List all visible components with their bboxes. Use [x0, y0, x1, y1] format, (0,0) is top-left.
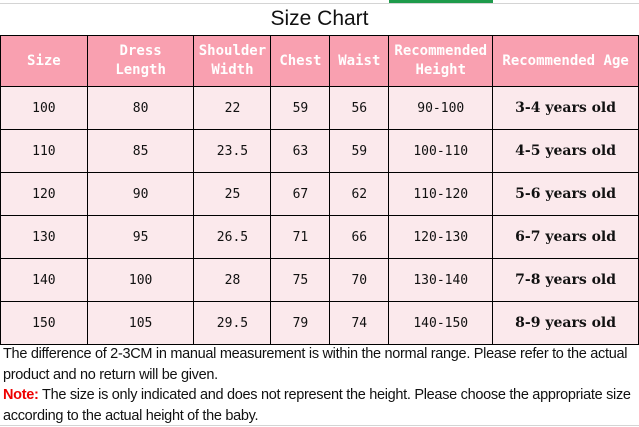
table-cell: 105: [86, 301, 195, 345]
table-cell: 150: [0, 301, 88, 345]
table-cell: 100: [86, 258, 195, 302]
table-cell: 70: [329, 258, 390, 302]
table-cell: 130: [0, 215, 88, 259]
table-cell: 8-9 years old: [492, 301, 639, 345]
column-header-text: Waist: [338, 52, 381, 69]
table-cell: 130-140: [388, 258, 494, 302]
table-cell: 5-6 years old: [492, 172, 639, 216]
table-cell: 71: [270, 215, 331, 259]
table-cell: 74: [329, 301, 390, 345]
table-cell: 100-110: [388, 129, 494, 173]
table-cell: 26.5: [193, 215, 272, 259]
column-header: Shoulder Width: [193, 35, 272, 87]
measurement-disclaimer: The difference of 2-3CM in manual measur…: [3, 346, 628, 383]
column-header-text: Chest: [279, 52, 322, 69]
table-row: 140 100 28 75 70 130-140 7-8 years old: [0, 258, 639, 302]
table-cell: 75: [270, 258, 331, 302]
table-cell: 29.5: [193, 301, 272, 345]
table-cell: 3-4 years old: [492, 86, 639, 130]
table-cell: 6-7 years old: [492, 215, 639, 259]
table-row: 100 80 22 59 56 90-100 3-4 years old: [0, 86, 639, 130]
table-cell: 110-120: [388, 172, 494, 216]
table-cell: 140-150: [388, 301, 494, 345]
note-label: Note:: [3, 387, 39, 403]
column-header-text: Length: [115, 62, 166, 78]
table-cell: 79: [270, 301, 331, 345]
table-cell: 7-8 years old: [492, 258, 639, 302]
table-cell: 110: [0, 129, 88, 173]
table-cell: 4-5 years old: [492, 129, 639, 173]
column-header: Size: [0, 35, 88, 87]
column-header: Waist: [329, 35, 390, 87]
column-header-text: Height: [415, 62, 467, 78]
table-cell: 22: [193, 86, 272, 130]
column-header-text: Recommended Age: [502, 52, 629, 69]
table-cell: 80: [86, 86, 195, 130]
table-cell: 56: [329, 86, 390, 130]
column-header: Dress Length: [86, 35, 195, 87]
selected-cell-indicator: [389, 0, 493, 3]
table-cell: 90-100: [388, 86, 494, 130]
column-header: Recommended Height: [388, 35, 494, 87]
chart-title: Size Chart: [270, 7, 369, 30]
column-header: Chest: [270, 35, 331, 87]
table-cell: 63: [270, 129, 331, 173]
column-header-text: Size: [27, 52, 61, 69]
column-header: Recommended Age: [492, 35, 639, 87]
table-cell: 140: [0, 258, 88, 302]
table-cell: 23.5: [193, 129, 272, 173]
sheet-gridline: [0, 0, 639, 4]
table-cell: 90: [86, 172, 195, 216]
footer-notes: The difference of 2-3CM in manual measur…: [3, 344, 637, 426]
table-cell: 95: [86, 215, 195, 259]
table-cell: 28: [193, 258, 272, 302]
table-cell: 85: [86, 129, 195, 173]
header-row: Size Dress Length Shoulder Width Chest Waist Re…: [0, 35, 639, 87]
size-table: Size Dress Length Shoulder Width Chest Waist Re…: [0, 35, 639, 345]
table-cell: 25: [193, 172, 272, 216]
table-row: 120 90 25 67 62 110-120 5-6 years old: [0, 172, 639, 216]
table-cell: 62: [329, 172, 390, 216]
note-text: The size is only indicated and does not …: [3, 387, 631, 424]
column-header-text: Dress: [119, 43, 162, 59]
column-header-text: Recommended: [394, 43, 488, 59]
table-cell: 120: [0, 172, 88, 216]
table-cell: 67: [270, 172, 331, 216]
table-cell: 100: [0, 86, 88, 130]
table-cell: 59: [270, 86, 331, 130]
column-header-text: Shoulder: [198, 43, 267, 59]
table-cell: 120-130: [388, 215, 494, 259]
sheet-gridline: [0, 425, 639, 426]
table-cell: 59: [329, 129, 390, 173]
table-row: 110 85 23.5 63 59 100-110 4-5 years old: [0, 129, 639, 173]
table-cell: 66: [329, 215, 390, 259]
table-row: 130 95 26.5 71 66 120-130 6-7 years old: [0, 215, 639, 259]
table-row: 150 105 29.5 79 74 140-150 8-9 years old: [0, 301, 639, 345]
column-header-text: Width: [211, 62, 254, 78]
